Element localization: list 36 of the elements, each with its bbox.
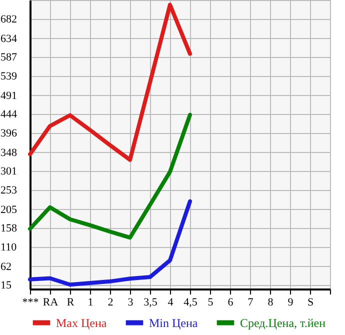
y-tick-label: 682	[0, 14, 17, 26]
y-tick-label: 491	[0, 90, 17, 102]
y-tick-label: 158	[0, 222, 18, 235]
x-tick-label: S	[307, 296, 314, 308]
y-tick-label: 444	[0, 108, 18, 121]
y-tick-label: 205	[0, 204, 18, 216]
y-tick-label: 348	[0, 146, 18, 159]
y-tick-label: 253	[0, 184, 18, 197]
x-tick-label: 1	[88, 296, 94, 308]
x-tick-label: 6	[228, 296, 234, 308]
x-tick-label: 4,5	[184, 296, 198, 308]
y-tick-label: 62	[0, 260, 12, 273]
x-tick-label: ***	[22, 296, 39, 308]
x-tick-label: 7	[248, 296, 254, 308]
legend-label: Max Цена	[56, 316, 108, 330]
line-series	[28, 112, 192, 240]
x-tick-label: 3,5	[144, 296, 158, 308]
x-tick-label: R	[66, 296, 75, 308]
x-tick-label: 4	[168, 296, 174, 308]
x-tick-label: 2	[108, 296, 114, 308]
x-tick-label: 8	[268, 296, 274, 308]
y-tick-label: 396	[0, 128, 18, 140]
y-tick-label: 301	[0, 166, 17, 178]
y-tick-label: 539	[0, 70, 18, 83]
legend-label: Min Цена	[149, 316, 198, 330]
x-tick-label: 5	[208, 296, 214, 308]
legend-label: Сред.Цена, т.йен	[240, 316, 326, 330]
y-tick-label: 110	[0, 242, 18, 254]
line-series	[28, 2, 192, 162]
y-tick-label: 634	[0, 32, 18, 45]
line-series	[28, 199, 192, 287]
x-tick-label: RA	[42, 296, 58, 308]
x-tick-label: 9	[288, 296, 294, 308]
y-tick-label: 587	[0, 52, 18, 64]
x-tick-label: 3	[128, 296, 134, 308]
y-tick-label: 15	[0, 280, 12, 292]
